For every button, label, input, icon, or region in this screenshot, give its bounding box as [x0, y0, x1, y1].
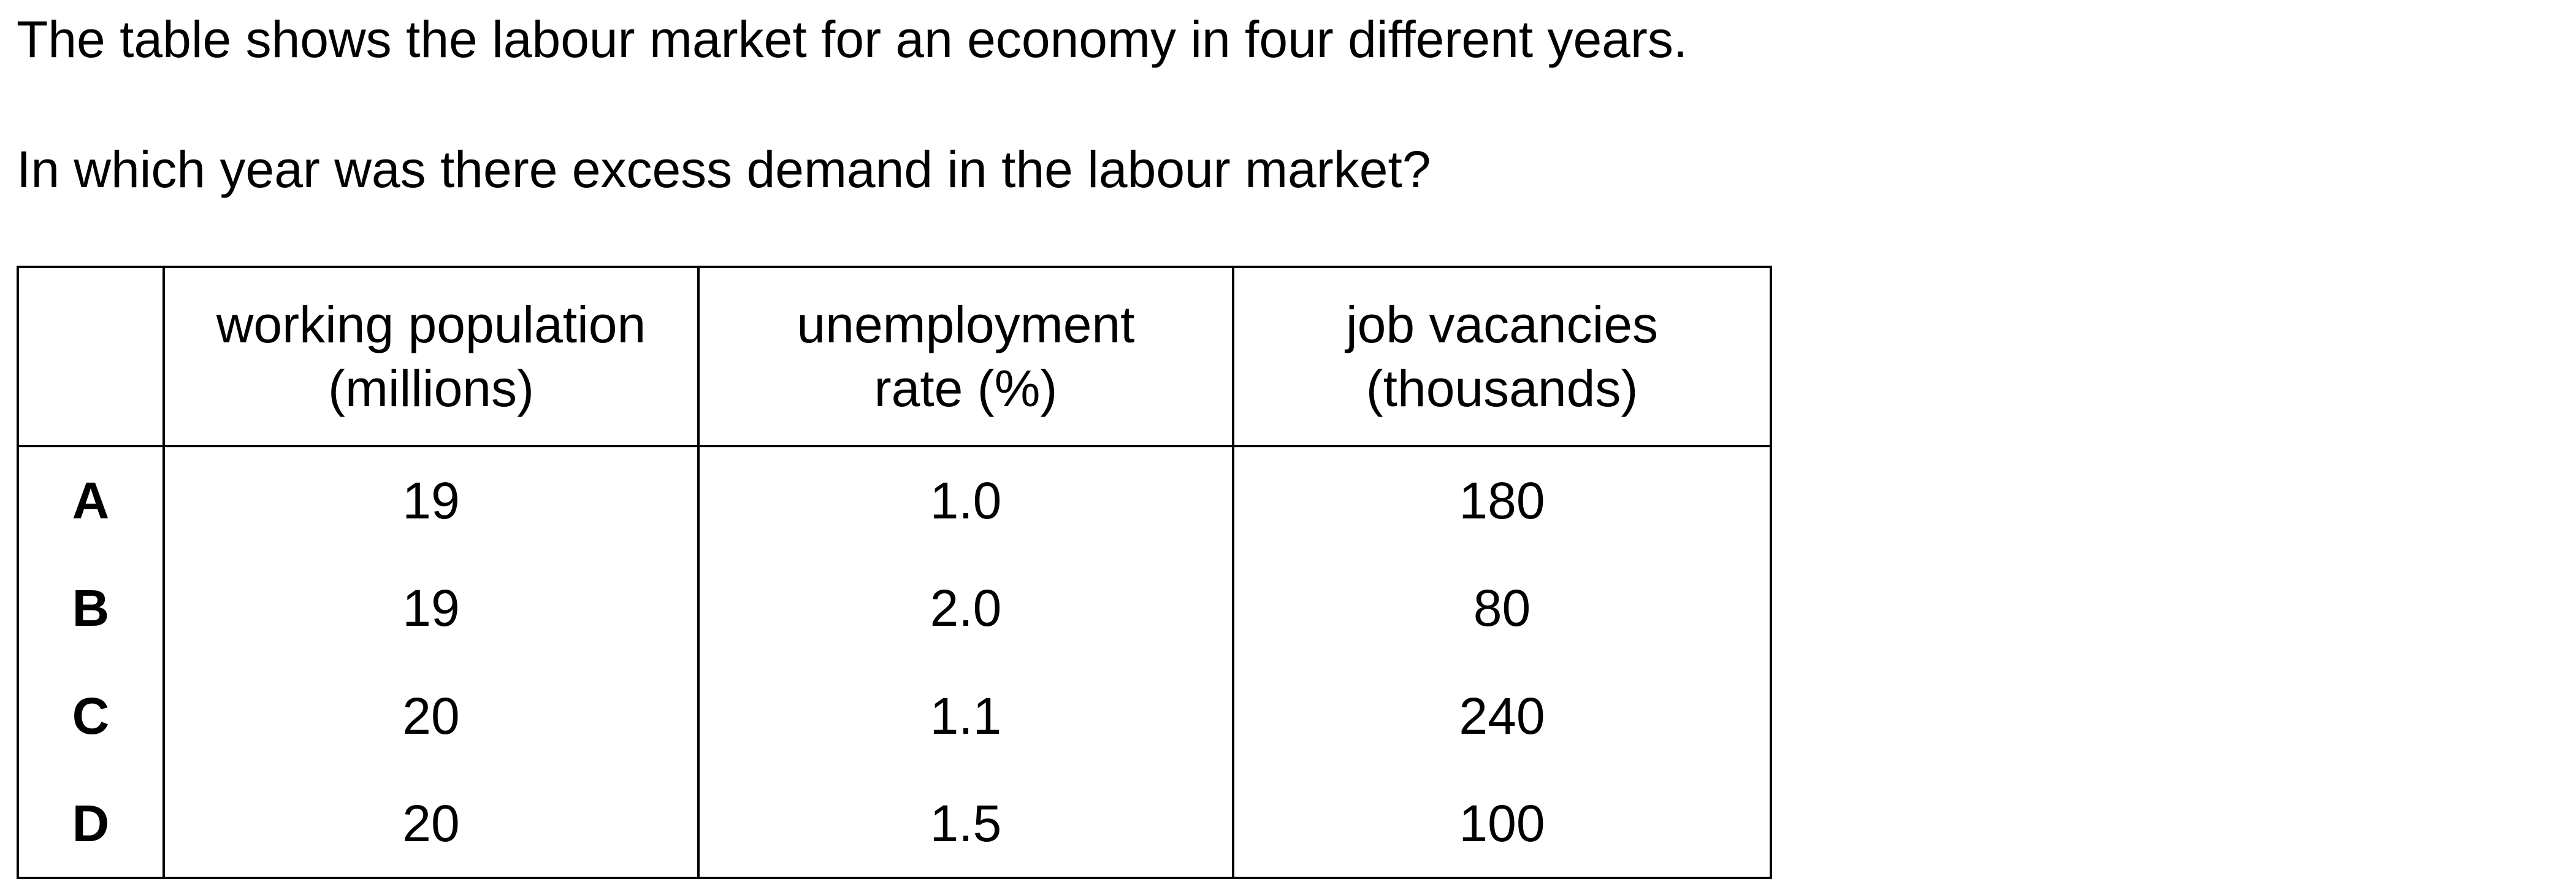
unemployment-rate-cell: 2.0: [697, 554, 1234, 662]
header-row: working population (millions) unemployme…: [17, 266, 1772, 447]
unemployment-rate-cell: 1.0: [697, 446, 1234, 554]
unemployment-rate-cell: 1.1: [697, 662, 1234, 770]
row-key: D: [17, 770, 165, 879]
question-prompt: In which year was there excess demand in…: [17, 140, 1431, 198]
working-population-cell: 20: [162, 770, 700, 879]
row-key: A: [17, 446, 165, 554]
unemployment-rate-cell: 1.5: [697, 770, 1234, 879]
table-row-a: A 19 1.0 180: [17, 446, 1772, 554]
job-vacancies-cell: 240: [1232, 662, 1772, 770]
table-body: A 19 1.0 180 B 19 2.0 80 C 20 1.1 240 D …: [17, 446, 1772, 879]
header-vacancies-unit: (thousands): [1366, 360, 1638, 417]
row-key: B: [17, 554, 165, 662]
working-population-cell: 19: [162, 446, 700, 554]
header-working-population-unit: (millions): [328, 360, 534, 417]
header-working-population: working population (millions): [162, 266, 700, 447]
working-population-cell: 20: [162, 662, 700, 770]
job-vacancies-cell: 180: [1232, 446, 1772, 554]
question-intro: The table shows the labour market for an…: [17, 10, 1688, 68]
job-vacancies-cell: 80: [1232, 554, 1772, 662]
header-key: [17, 266, 165, 447]
labour-market-table: working population (millions) unemployme…: [17, 266, 1772, 879]
table-row-d: D 20 1.5 100: [17, 770, 1772, 879]
table-row-b: B 19 2.0 80: [17, 554, 1772, 662]
job-vacancies-cell: 100: [1232, 770, 1772, 879]
row-key: C: [17, 662, 165, 770]
table-header: working population (millions) unemployme…: [17, 266, 1772, 447]
header-unemployment-title: unemployment: [797, 296, 1135, 353]
header-vacancies-title: job vacancies: [1346, 296, 1658, 353]
working-population-cell: 19: [162, 554, 700, 662]
header-unemployment-rate: unemployment rate (%): [697, 266, 1234, 447]
header-unemployment-unit: rate (%): [874, 360, 1058, 417]
header-working-population-title: working population: [216, 296, 646, 353]
table-row-c: C 20 1.1 240: [17, 662, 1772, 770]
header-job-vacancies: job vacancies (thousands): [1232, 266, 1772, 447]
